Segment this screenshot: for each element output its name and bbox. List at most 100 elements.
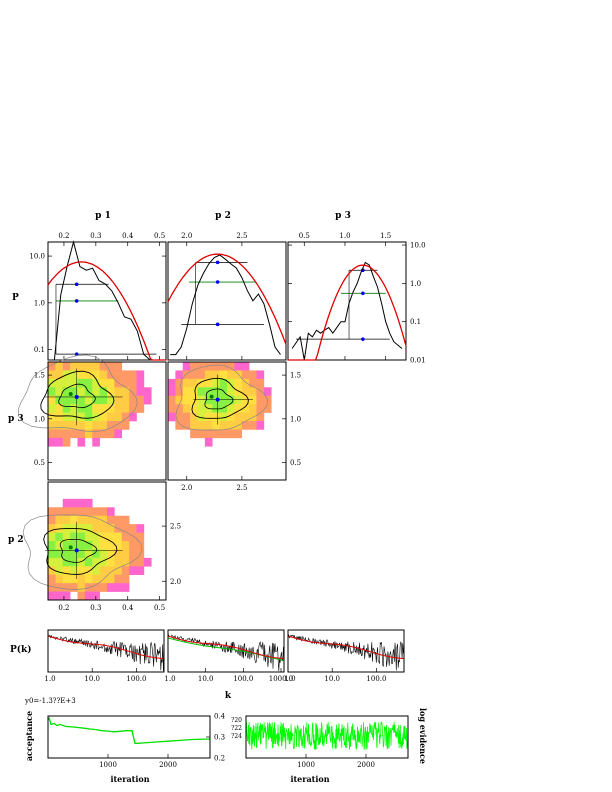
density-cell — [234, 387, 243, 397]
y-tick-label: 1.5 — [34, 372, 45, 380]
density-cell — [114, 532, 123, 542]
density-cell — [219, 378, 228, 388]
density-cell — [84, 421, 93, 430]
density-cell — [62, 362, 71, 371]
mean-marker — [215, 322, 220, 327]
ylabel-p2: p 2 — [8, 535, 24, 545]
density-cell — [107, 378, 115, 388]
density-cell — [70, 515, 78, 525]
density-cell — [77, 437, 86, 447]
panel-frame — [47, 629, 165, 673]
y-tick-label: ?22 — [231, 725, 242, 732]
title-p1: p 1 — [95, 211, 111, 221]
density-cell — [256, 421, 265, 430]
density-cell — [129, 370, 137, 380]
density-cell — [256, 387, 265, 397]
density-cell — [182, 378, 191, 388]
density-cell — [114, 362, 123, 371]
density-cell — [212, 412, 220, 422]
log-evidence-line — [246, 720, 409, 751]
density-cell — [48, 429, 56, 439]
title-p3: p 3 — [335, 211, 351, 221]
gaussian-fit-line — [288, 264, 407, 361]
density-cell — [70, 566, 78, 576]
probability-contour — [175, 364, 268, 431]
density-cell — [70, 362, 78, 371]
measured-spectrum-line — [167, 633, 285, 672]
density-cell — [121, 549, 130, 559]
power-spectrum-panel-2: 1.0 10.0 100.0 1000.0 — [164, 629, 293, 683]
density-cell — [249, 404, 257, 413]
density-cell — [227, 362, 235, 371]
density-cell — [197, 412, 206, 422]
density-cell — [129, 387, 137, 397]
density-cell — [121, 378, 130, 388]
density-cell — [204, 412, 213, 422]
x-tick-label: 1.0 — [339, 232, 350, 240]
density-cell — [241, 412, 250, 422]
density-cell — [107, 429, 115, 439]
density-cell — [107, 421, 115, 430]
density-cell — [70, 421, 78, 430]
density-cell — [77, 421, 86, 430]
density-cell — [70, 541, 78, 550]
y-tick-label: 1.0 — [410, 280, 421, 288]
density-cell — [84, 524, 93, 533]
density-cell — [62, 404, 71, 413]
density-cell — [129, 412, 137, 422]
density-cell — [197, 370, 206, 380]
density-cell — [204, 378, 213, 388]
x-tick-label: 0.2 — [58, 604, 69, 612]
y-tick-label: ?20 — [231, 717, 242, 724]
density-cell — [99, 370, 108, 380]
density-cell — [107, 404, 115, 413]
panel-frame — [167, 241, 287, 361]
density-cell — [182, 387, 191, 397]
density-cell — [77, 566, 86, 576]
density-cell — [190, 395, 198, 405]
title-p2: p 2 — [215, 211, 231, 221]
density-cell — [249, 387, 257, 397]
density-cell — [129, 524, 137, 533]
power-spectrum-panel-1: 1.0 10.0 100.0 — [44, 629, 165, 683]
density-cell — [84, 541, 93, 550]
density-cell — [92, 541, 100, 550]
density-cell — [84, 370, 93, 380]
density-cell — [227, 421, 235, 430]
density-cell — [121, 421, 130, 430]
density-cell — [92, 566, 100, 576]
density-cell — [107, 412, 115, 422]
density-cell — [77, 541, 86, 550]
density-cell — [62, 515, 71, 525]
marginal-panel-p3: 0.5 1.0 1.5 0.01 0.1 1.0 10.0 — [287, 232, 426, 365]
density-cell — [204, 370, 213, 380]
density-cell — [114, 566, 123, 576]
mean-marker — [74, 299, 79, 303]
density-cell — [84, 412, 93, 422]
density-cell — [190, 370, 198, 380]
density-cell — [121, 566, 130, 576]
density-cell — [121, 395, 130, 405]
density-cell — [136, 532, 145, 542]
density-cell — [84, 566, 93, 576]
density-cell — [70, 532, 78, 542]
density-cell — [55, 404, 64, 413]
density-cell — [114, 404, 123, 413]
density-cell — [197, 387, 206, 397]
density-cell — [114, 412, 123, 422]
density-cell — [77, 507, 86, 517]
histogram-line — [48, 240, 157, 361]
gaussian-fit-line — [167, 253, 287, 345]
panel-frame — [167, 629, 285, 673]
x-tick-label: 1.0 — [164, 675, 175, 683]
density-cell — [182, 370, 191, 380]
density-cell — [48, 549, 56, 559]
density-cell — [99, 557, 108, 567]
density-cell — [99, 378, 108, 388]
density-cell — [190, 404, 198, 413]
density-cell — [92, 387, 100, 397]
density-cell — [241, 395, 250, 405]
density-cell — [48, 574, 56, 584]
acceptance-ylabel: acceptance — [24, 711, 34, 761]
